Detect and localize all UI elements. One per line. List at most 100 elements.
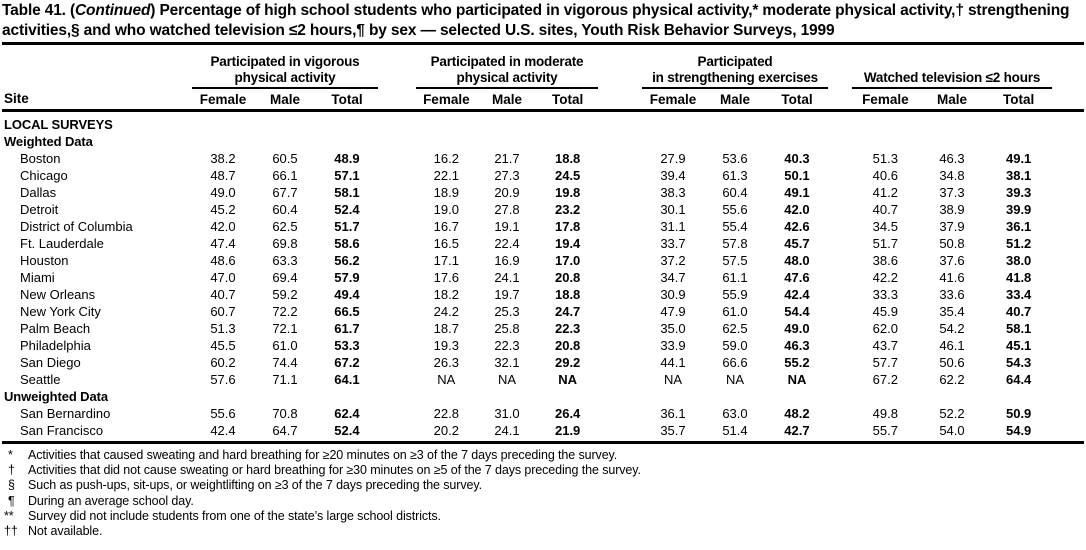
value-cell: 51.7 <box>872 236 898 251</box>
site-name: Houston <box>20 253 69 268</box>
value-cell: 66.5 <box>334 304 360 319</box>
value-cell: 74.4 <box>272 355 298 370</box>
value-cell: 45.1 <box>1005 338 1032 353</box>
value-cell: 38.6 <box>872 253 898 268</box>
section-label-unweighted-data: Unweighted Data <box>4 389 108 404</box>
table-title-continued: Continued <box>75 2 151 19</box>
value-cell: 34.7 <box>660 270 686 285</box>
value-cell: 54.9 <box>1005 423 1032 438</box>
value-cell: 19.0 <box>433 202 459 217</box>
value-cell: 42.4 <box>210 423 236 438</box>
value-cell: 62.5 <box>722 321 748 336</box>
value-cell: 61.0 <box>272 338 298 353</box>
value-cell: 60.7 <box>210 304 236 319</box>
value-cell: 45.9 <box>872 304 898 319</box>
value-group-vigorous: 42.0 62.5 51.7 <box>192 218 378 235</box>
value-cell: 17.1 <box>433 253 459 268</box>
column-header-row: Site Participated in vigorous physical ac… <box>2 45 1084 107</box>
value-group-vigorous: 49.0 67.7 58.1 <box>192 184 378 201</box>
value-cell: 58.1 <box>1005 321 1032 336</box>
value-cell: 57.7 <box>872 355 898 370</box>
subcolumn-header-total: Total <box>331 92 363 107</box>
value-cell: NA <box>437 372 456 387</box>
value-group-television: 40.6 34.8 38.1 <box>852 167 1052 184</box>
value-cell: 61.1 <box>722 270 748 285</box>
value-cell: 37.9 <box>939 219 965 234</box>
table-row-district-of-columbia: District of Columbia 42.0 62.5 51.7 16.7 19.1… <box>2 218 1084 235</box>
value-cell: 46.3 <box>784 338 810 353</box>
value-cell: 57.6 <box>210 372 236 387</box>
value-cell: 24.1 <box>494 423 520 438</box>
value-cell: 48.2 <box>784 406 810 421</box>
value-cell: 57.8 <box>722 236 748 251</box>
value-group-television: 45.9 35.4 40.7 <box>852 303 1052 320</box>
value-group-strengthening: 35.0 62.5 49.0 <box>642 320 828 337</box>
value-cell: 20.9 <box>494 185 520 200</box>
value-cell: 34.5 <box>872 219 898 234</box>
value-cell: 67.2 <box>872 372 898 387</box>
value-group-vigorous: 45.2 60.4 52.4 <box>192 201 378 218</box>
value-cell: 49.8 <box>872 406 898 421</box>
subcolumn-header-male: Male <box>269 92 300 107</box>
column-group-label-line2: physical activity <box>456 69 558 85</box>
column-group-label-line2: physical activity <box>234 69 336 85</box>
footnote-text: During an average school day. <box>28 493 194 508</box>
value-cell: 63.3 <box>272 253 298 268</box>
value-cell: 57.5 <box>722 253 748 268</box>
value-cell: 50.8 <box>939 236 965 251</box>
value-cell: 62.4 <box>334 406 360 421</box>
value-cell: 55.6 <box>210 406 236 421</box>
column-group-label-line2: in strengthening exercises <box>652 69 818 85</box>
value-cell: 41.2 <box>872 185 898 200</box>
value-cell: 51.4 <box>722 423 748 438</box>
value-cell: 33.6 <box>939 287 965 302</box>
value-cell: 69.4 <box>272 270 298 285</box>
footnote-text: Activities that did not cause sweating o… <box>28 463 641 478</box>
value-cell: 19.3 <box>433 338 459 353</box>
value-group-television: 42.2 41.6 41.8 <box>852 269 1052 286</box>
value-cell: 16.7 <box>433 219 459 234</box>
value-group-vigorous: 51.3 72.1 61.7 <box>192 320 378 337</box>
value-cell: 19.4 <box>554 236 581 251</box>
subcolumn-header-total: Total <box>1003 92 1035 107</box>
value-cell: 48.9 <box>334 151 360 166</box>
value-group-strengthening: 31.1 55.4 42.6 <box>642 218 828 235</box>
site-name: San Bernardino <box>20 406 111 421</box>
value-group-vigorous: 45.5 61.0 53.3 <box>192 337 378 354</box>
value-cell: 23.2 <box>554 202 581 217</box>
value-group-strengthening: 33.9 59.0 46.3 <box>642 337 828 354</box>
value-group-strengthening: 38.3 60.4 49.1 <box>642 184 828 201</box>
column-group-label-line2: Watched television ≤2 hours <box>863 69 1041 85</box>
value-cell: 27.8 <box>494 202 520 217</box>
value-group-television: 51.3 46.3 49.1 <box>852 150 1052 167</box>
table-row-new-york-city: New York City 60.7 72.2 66.5 24.2 25.3 24.7 47.… <box>2 303 1084 320</box>
value-cell: 40.7 <box>210 287 236 302</box>
table-row-san-bernardino: San Bernardino 55.6 70.8 62.4 22.8 31.0 26.4 36… <box>2 405 1084 422</box>
value-group-moderate: 16.2 21.7 18.8 <box>416 150 598 167</box>
subcolumn-header-female: Female <box>199 92 247 107</box>
value-cell: 45.5 <box>210 338 236 353</box>
value-group-strengthening: 37.2 57.5 48.0 <box>642 252 828 269</box>
value-group-television: 41.2 37.3 39.3 <box>852 184 1052 201</box>
value-cell: 43.7 <box>872 338 898 353</box>
value-group-vigorous: 60.2 74.4 67.2 <box>192 354 378 371</box>
value-group-vigorous: 57.6 71.1 64.1 <box>192 371 378 388</box>
column-group-label-vigorous: Participated in vigorous physical activit… <box>192 51 378 89</box>
value-cell: 16.5 <box>433 236 459 251</box>
value-cell: 33.4 <box>1005 287 1032 302</box>
value-cell: 26.4 <box>554 406 581 421</box>
value-cell: 18.2 <box>433 287 459 302</box>
site-name: Detroit <box>20 202 59 217</box>
value-cell: 49.1 <box>1005 151 1032 166</box>
footnote-text: Not available. <box>28 524 103 539</box>
site-name: Philadelphia <box>20 338 91 353</box>
value-cell: 61.0 <box>722 304 748 319</box>
site-name: New York City <box>20 304 101 319</box>
value-cell: 57.9 <box>334 270 360 285</box>
column-group-label-strengthening: Participated in strengthening exercises <box>642 51 828 89</box>
value-cell: 41.8 <box>1005 270 1032 285</box>
footnote-text: Such as push-ups, sit-ups, or weightlift… <box>28 478 482 493</box>
value-cell: 27.3 <box>494 168 520 183</box>
value-cell: 20.8 <box>554 338 581 353</box>
value-cell: 29.2 <box>554 355 581 370</box>
